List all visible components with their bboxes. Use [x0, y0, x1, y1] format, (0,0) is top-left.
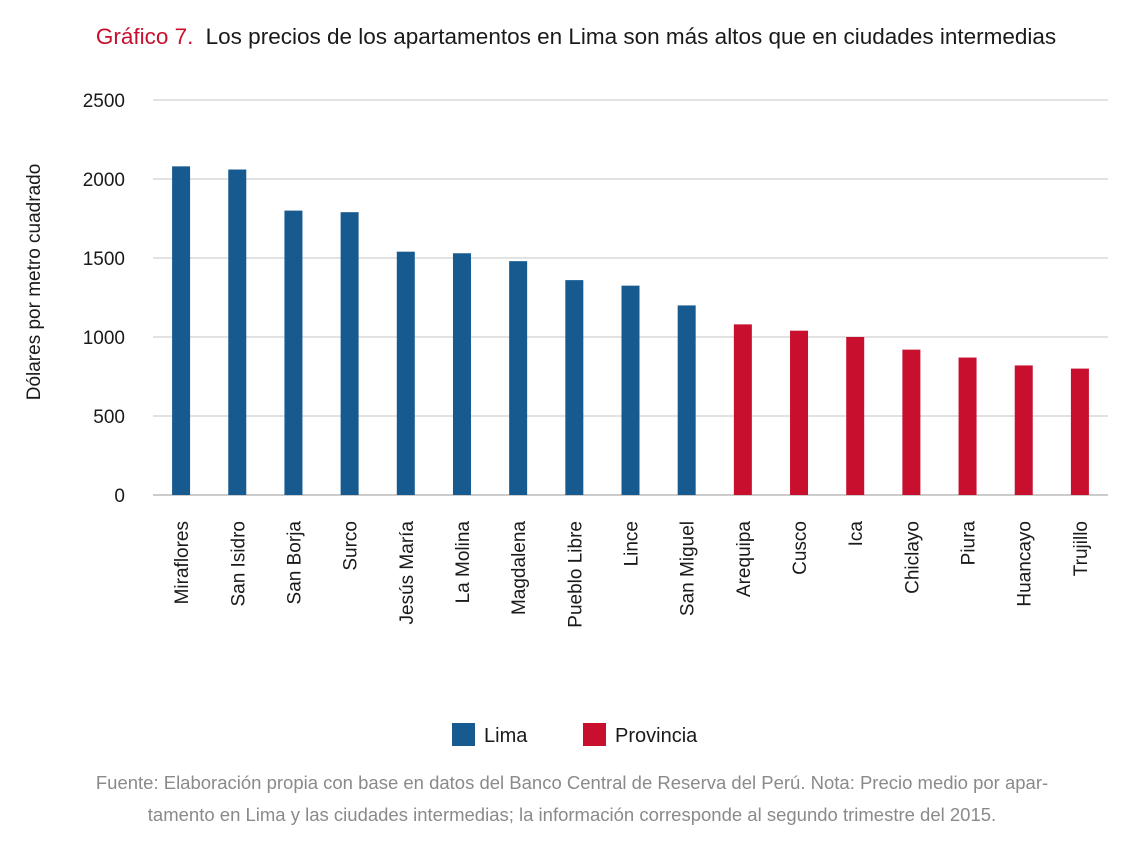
bars: [172, 166, 1089, 496]
bar-piura: [958, 357, 977, 495]
chart-title-text: Los precios de los apartamentos en Lima …: [206, 24, 1057, 49]
bar-magdalena: [509, 261, 528, 495]
x-category-label: La Molina: [453, 521, 474, 604]
x-category-label: San Miguel: [678, 521, 699, 616]
bar-san-miguel: [677, 305, 696, 495]
legend-label-lima: Lima: [484, 725, 528, 747]
y-tick-label: 2500: [83, 91, 125, 112]
bar-pueblo-libre: [565, 280, 584, 495]
x-category-label: Chiclayo: [902, 521, 923, 594]
bar-huancayo: [1014, 365, 1033, 495]
bar-san-isidro: [228, 169, 247, 495]
x-category-label: Lince: [622, 521, 643, 566]
y-tick-label: 1000: [83, 328, 125, 349]
x-category-label: San Isidro: [228, 521, 249, 607]
x-category-label: Pueblo Libre: [565, 521, 586, 628]
bar-san-borja: [284, 210, 303, 495]
x-category-label: Surco: [341, 521, 362, 571]
y-axis-label: Dólares por metro cuadrado: [24, 164, 45, 401]
y-tick-label: 2000: [83, 170, 125, 191]
bar-trujillo: [1070, 368, 1089, 495]
x-category-label: Trujillo: [1071, 521, 1092, 576]
x-category-label: Cusco: [790, 521, 811, 575]
footnote-line-2: tamento en Lima y las ciudades intermedi…: [147, 804, 997, 825]
x-category-label: Magdalena: [509, 521, 530, 615]
bar-lince: [621, 285, 640, 495]
bar-chiclayo: [902, 349, 921, 495]
y-tick-label: 1500: [83, 249, 125, 270]
chart-title: Gráfico 7. Los precios de los apartament…: [96, 24, 1056, 49]
x-category-label: Piura: [959, 521, 980, 566]
y-tick-label: 0: [114, 486, 125, 507]
bar-miraflores: [172, 166, 191, 496]
y-axis-ticks: 0 500 1000 1500 2000 2500: [83, 91, 125, 507]
x-category-label: Huancayo: [1015, 521, 1036, 607]
legend-swatch-provincia: [583, 723, 606, 746]
x-category-label: Miraflores: [172, 521, 193, 604]
x-category-label: San Borja: [284, 521, 305, 605]
bar-arequipa: [733, 324, 752, 495]
legend: Lima Provincia: [452, 723, 698, 747]
footnote-line-1: Fuente: Elaboración propia con base en d…: [95, 772, 1049, 793]
x-category-label: Ica: [846, 521, 867, 547]
y-tick-label: 500: [93, 407, 125, 428]
bar-cusco: [790, 330, 809, 495]
x-category-label: Jesús María: [397, 521, 418, 625]
legend-label-provincia: Provincia: [615, 725, 698, 747]
bar-surco: [340, 212, 359, 495]
footnote: Fuente: Elaboración propia con base en d…: [40, 767, 1104, 831]
bar-la-molina: [452, 253, 471, 495]
chart-title-prefix: Gráfico 7.: [96, 24, 194, 49]
bar-jes-s-mar-a: [396, 251, 415, 495]
legend-swatch-lima: [452, 723, 475, 746]
x-axis-category-labels: Miraflores San Isidro San Borja Surco Jesús …: [172, 521, 1092, 628]
bar-ica: [846, 337, 865, 495]
x-category-label: Arequipa: [734, 521, 755, 597]
